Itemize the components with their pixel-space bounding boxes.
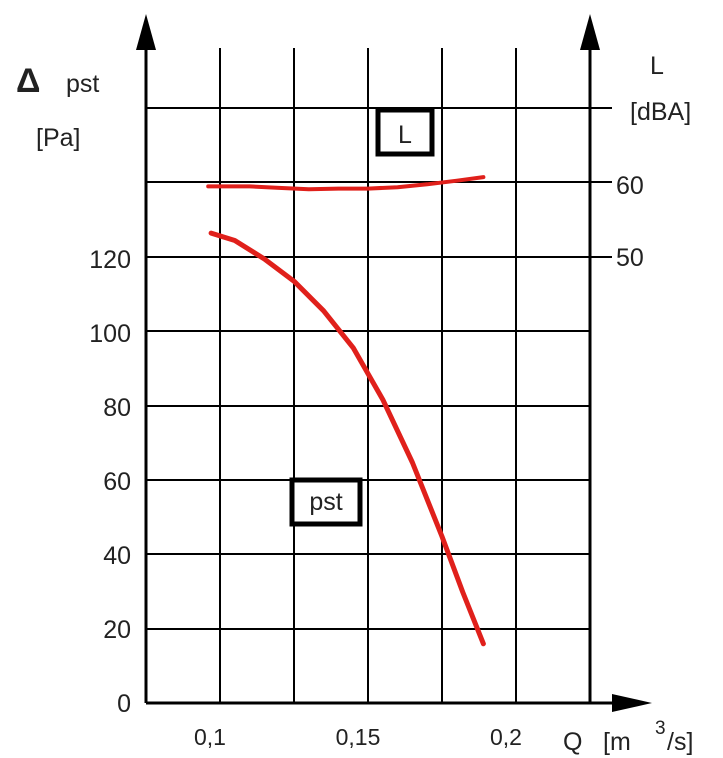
x-tick-label: 0,2 [490,724,522,750]
y-left-symbol: Δ [16,62,40,100]
axes [136,14,652,712]
y-right-tick-label: 50 [616,244,644,272]
x-axis-unit-sup: 3 [655,718,666,739]
y-left-tick-label: 120 [89,246,131,274]
series-tag-L: L [375,107,435,157]
series-line-pst [208,230,486,647]
y-left-tick-label: 40 [103,542,131,570]
y-right-label: L [650,52,664,80]
y-right-axis-arrow [580,14,600,50]
y-left-tick-label: 80 [103,394,131,422]
series-tag-L-text: L [398,121,412,149]
x-tick-label: 0,1 [194,724,226,750]
series-tag-pst-text: pst [309,488,342,516]
series-tag-pst: pst [289,477,363,527]
x-axis-unit-suffix: /s] [667,728,693,756]
y-left-tick-label: 60 [103,468,131,496]
y-left-axis-arrow [136,14,156,50]
x-axis-label: Q [563,728,582,756]
y-right-unit: [dBA] [630,98,691,126]
y-right-tick-label: 60 [616,172,644,200]
x-axis-unit-prefix: [m [603,728,631,756]
y-left-unit: [Pa] [36,124,80,152]
x-axis-arrow [612,694,652,712]
series-lines [206,175,486,647]
y-left-tick-label: 100 [89,320,131,348]
y-left-tick-label: 0 [117,690,131,718]
y-left-label: pst [66,70,99,98]
series-line-L [206,175,486,192]
y-left-tick-label: 20 [103,616,131,644]
x-tick-label: 0,15 [336,724,381,750]
tick-labels: 0 20 40 60 80 100 120 50 60 0,1 0,15 0,2 [89,172,644,750]
